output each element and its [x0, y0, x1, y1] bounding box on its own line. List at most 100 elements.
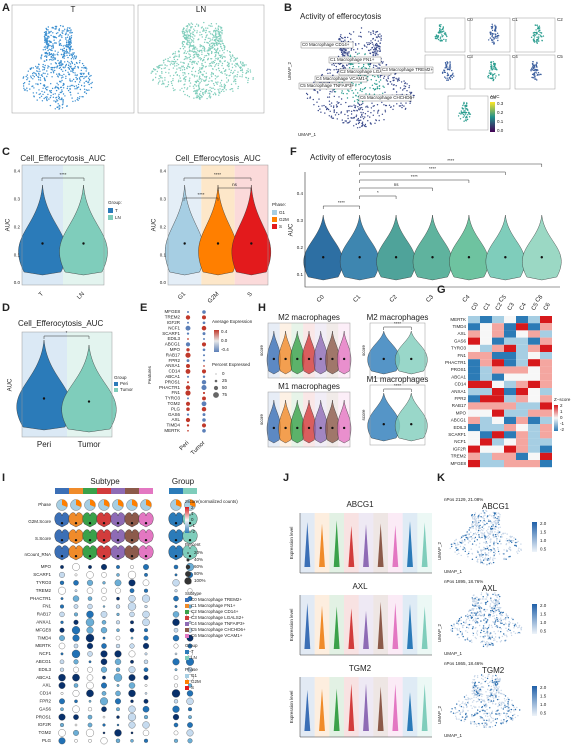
- cell-dot: [447, 77, 449, 79]
- cell-dot: [220, 55, 222, 57]
- cell-dot: [487, 75, 489, 78]
- cell-dot: [84, 76, 86, 78]
- violin: [110, 545, 126, 561]
- cell-dot: [47, 67, 49, 69]
- cell-dot: [389, 81, 391, 83]
- cell-dot: [487, 537, 489, 540]
- violin: [124, 512, 140, 528]
- cell-dot: [80, 69, 83, 72]
- label: C2: [495, 302, 504, 312]
- heat-cell: [516, 445, 528, 453]
- cell-dot: [194, 60, 196, 63]
- cell-dot: [217, 75, 219, 77]
- dot: [127, 602, 137, 611]
- cell-dot: [510, 634, 513, 637]
- cell-dot: [437, 37, 439, 39]
- cell-dot: [477, 605, 479, 607]
- cell-dot: [478, 699, 480, 701]
- median: [467, 256, 471, 259]
- cell-dot: [497, 709, 499, 711]
- cell-dot: [35, 92, 38, 94]
- cell-dot: [71, 70, 73, 72]
- cell-dot: [46, 89, 48, 91]
- cell-dot: [209, 93, 211, 95]
- label: FN1: [457, 353, 466, 358]
- cell-dot: [511, 699, 513, 702]
- cell-dot: [486, 522, 488, 525]
- median: [130, 521, 134, 525]
- cell-dot: [517, 549, 519, 551]
- cell-dot: [75, 61, 78, 64]
- label: MERTK: [35, 643, 51, 648]
- cell-dot: [182, 35, 184, 37]
- cell-dot: [32, 85, 34, 87]
- cell-dot: [532, 66, 534, 68]
- cell-dot: [355, 114, 358, 116]
- cell-dot: [495, 620, 497, 622]
- violin: [54, 529, 70, 545]
- subtype-bar: [69, 488, 83, 494]
- cell-dot: [342, 37, 344, 39]
- cell-dot: [449, 64, 451, 66]
- label: 0.2: [497, 110, 504, 115]
- median: [88, 538, 92, 542]
- cell-dot: [65, 48, 68, 51]
- violin: [367, 330, 400, 375]
- cell-dot: [42, 66, 44, 68]
- cell-dot: [325, 106, 327, 108]
- cell-dot: [474, 524, 476, 526]
- heat-cell: [516, 388, 528, 396]
- cell-dot: [64, 51, 66, 53]
- cell-dot: [491, 635, 493, 637]
- cell-dot: [472, 600, 474, 603]
- cell-dot: [182, 74, 184, 77]
- label: 0.1: [14, 252, 21, 257]
- dot: [202, 348, 206, 352]
- heat-cell: [480, 316, 492, 324]
- label: score: [259, 414, 264, 426]
- cell-dot: [455, 547, 457, 549]
- cell-dot: [500, 621, 503, 624]
- cell-dot: [495, 594, 497, 596]
- cell-dot: [194, 92, 197, 94]
- cell-dot: [73, 58, 75, 60]
- cell-dot: [233, 75, 235, 77]
- cell-dot: [365, 93, 367, 95]
- heat-cell: [492, 438, 504, 446]
- cell-dot: [183, 87, 186, 89]
- axis: [299, 513, 432, 574]
- bracket: [359, 163, 543, 167]
- cell-dot: [492, 547, 494, 549]
- cell-dot: [57, 59, 59, 62]
- dot: [185, 315, 191, 320]
- cell-dot: [371, 41, 373, 44]
- cell-dot: [495, 535, 497, 538]
- cell-dot: [480, 620, 482, 622]
- cell-dot: [501, 635, 504, 638]
- cell-dot: [489, 636, 491, 639]
- cell-dot: [196, 30, 198, 32]
- cell-dot: [199, 67, 201, 69]
- label: Average Expression: [212, 319, 253, 324]
- cell-dot: [339, 39, 341, 41]
- cell-dot: [332, 106, 335, 109]
- cell-dot: [409, 91, 411, 94]
- dot: [101, 572, 107, 578]
- cell-dot: [62, 25, 64, 27]
- cell-dot: [215, 29, 217, 31]
- cell-dot: [348, 32, 351, 35]
- cell-dot: [489, 530, 491, 533]
- label: 0.3: [160, 196, 167, 201]
- cell-dot: [465, 107, 467, 110]
- cell-dot: [55, 37, 58, 39]
- cell-dot: [408, 86, 410, 89]
- legend-key: [185, 680, 189, 684]
- cell-dot: [68, 38, 70, 41]
- cell-dot: [65, 63, 68, 66]
- cell-dot: [178, 50, 180, 52]
- violin: [266, 399, 281, 444]
- heat-cell: [516, 409, 528, 417]
- dot: [114, 650, 122, 658]
- cell-dot: [71, 54, 73, 56]
- cell-dot: [481, 526, 483, 528]
